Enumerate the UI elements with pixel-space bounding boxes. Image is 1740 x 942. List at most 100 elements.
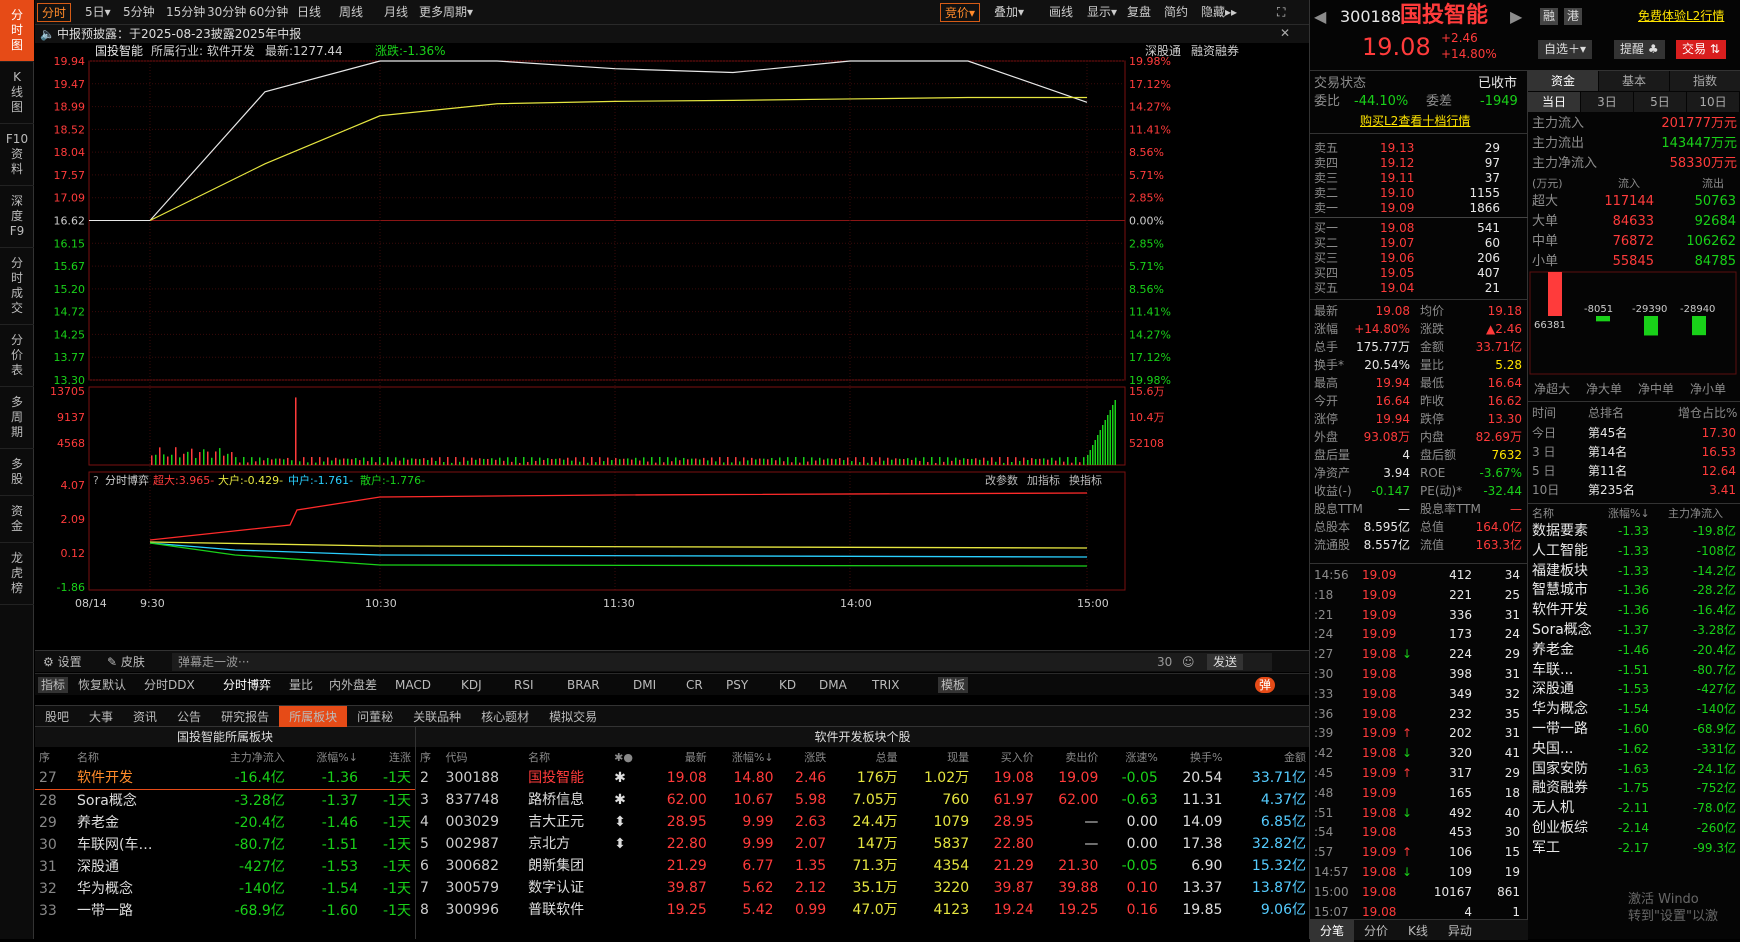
- indicator-14[interactable]: DMA: [819, 678, 847, 692]
- margin-button[interactable]: 融资融券: [1191, 44, 1240, 58]
- fund-tab-1[interactable]: 基本: [1599, 71, 1669, 91]
- sector-row[interactable]: 29 养老金 -20.4亿 -1.46 -1天: [35, 812, 415, 834]
- sector-header-4[interactable]: 连涨: [389, 751, 411, 764]
- send-button[interactable]: 发送: [1207, 654, 1244, 670]
- info-tab-4[interactable]: 研究报告: [221, 710, 270, 724]
- tick-tab-2[interactable]: K线: [1408, 924, 1428, 938]
- stock-header-10[interactable]: 卖出价: [1065, 751, 1099, 764]
- left-tab-3[interactable]: 深 度 F9: [0, 186, 34, 248]
- tick-tab-3[interactable]: 异动: [1447, 924, 1472, 938]
- left-tab-6[interactable]: 多 周 期: [0, 387, 34, 449]
- stock-row[interactable]: 8 300996 普联软件 19.25 5.42 0.99 47.0万 4123 19.24 19…: [416, 899, 1310, 921]
- stock-header-9[interactable]: 买入价: [1000, 751, 1034, 764]
- left-tab-4[interactable]: 分 时 成 交: [0, 248, 34, 325]
- sector-header-1[interactable]: 名称: [77, 751, 100, 764]
- left-tab-2[interactable]: F10 资 料: [0, 124, 34, 186]
- left-tab-7[interactable]: 多 股: [0, 449, 34, 496]
- info-tab-5[interactable]: 所属板块: [279, 706, 348, 728]
- sgt-button[interactable]: 深股通: [1145, 44, 1182, 58]
- indicator-10[interactable]: DMI: [633, 678, 657, 692]
- trade-button[interactable]: 交易 ⇅: [1676, 40, 1726, 59]
- sector-row[interactable]: 30 车联网(车… -80.7亿 -1.51 -1天: [35, 834, 415, 856]
- indicator-12[interactable]: PSY: [726, 678, 749, 692]
- next-stock-icon[interactable]: ▶: [1510, 7, 1523, 26]
- stock-header-1[interactable]: 代码: [445, 751, 468, 764]
- left-tab-5[interactable]: 分 价 表: [0, 325, 34, 387]
- indicator-3[interactable]: 分时博弈: [223, 678, 272, 692]
- toolbar-right-3[interactable]: 显示▾: [1087, 5, 1118, 19]
- period-tab-9[interactable]: 更多周期▾: [419, 5, 474, 19]
- sector-header-2[interactable]: 主力净流入: [229, 751, 285, 764]
- fund-period-1[interactable]: 3日: [1581, 92, 1633, 112]
- indicator-1[interactable]: 恢复默认: [78, 678, 127, 692]
- period-tab-0[interactable]: 分时: [37, 3, 72, 22]
- stock-header-11[interactable]: 涨速%: [1125, 751, 1158, 764]
- info-tab-7[interactable]: 关联品种: [413, 710, 462, 724]
- left-tab-0[interactable]: 分 时 图: [0, 0, 34, 62]
- stock-row[interactable]: 7 300579 数字认证 39.87 5.62 2.12 35.1万 3220 39.87 39…: [416, 877, 1310, 899]
- fund-tab-0[interactable]: 资金: [1528, 71, 1598, 91]
- toolbar-right-2[interactable]: 画线: [1049, 5, 1074, 19]
- sector-header-0[interactable]: 序: [39, 751, 50, 764]
- period-tab-3[interactable]: 15分钟: [166, 5, 206, 19]
- info-tab-2[interactable]: 资讯: [133, 710, 158, 724]
- info-tab-8[interactable]: 核心题材: [481, 710, 530, 724]
- sector-row[interactable]: 28 Sora概念 -3.28亿 -1.37 -1天: [35, 790, 415, 813]
- sector-header-3[interactable]: 涨幅%↓: [316, 751, 358, 764]
- tick-tab-0[interactable]: 分笔: [1310, 920, 1355, 942]
- fund-period-3[interactable]: 10日: [1687, 92, 1739, 112]
- settings-button[interactable]: ⚙ 设置: [43, 654, 82, 670]
- fund-period-0[interactable]: 当日: [1528, 92, 1580, 112]
- prev-stock-icon[interactable]: ◀: [1314, 7, 1327, 26]
- left-tab-8[interactable]: 资 金: [0, 496, 34, 543]
- buy-l2-link[interactable]: 购买L2查看十档行情: [1360, 114, 1471, 128]
- stock-header-2[interactable]: 名称: [528, 751, 551, 764]
- left-tab-9[interactable]: 龙 虎 榜: [0, 543, 34, 605]
- stock-header-3[interactable]: ✱●: [614, 750, 633, 764]
- info-tab-3[interactable]: 公告: [177, 710, 202, 724]
- watchlist-button[interactable]: 自选＋▾: [1538, 40, 1593, 59]
- smile-icon[interactable]: ☺: [1182, 655, 1195, 669]
- info-tab-9[interactable]: 模拟交易: [549, 710, 598, 724]
- boyi-btn-0[interactable]: 改参数: [985, 473, 1018, 487]
- period-tab-2[interactable]: 5分钟: [123, 5, 155, 19]
- period-tab-5[interactable]: 60分钟: [249, 5, 289, 19]
- indicator-0[interactable]: 指标: [38, 677, 69, 693]
- stock-header-0[interactable]: 序: [420, 751, 431, 764]
- skin-button[interactable]: ✎ 皮肤: [107, 654, 145, 670]
- period-tab-7[interactable]: 周线: [339, 5, 364, 19]
- toolbar-right-1[interactable]: 叠加▾: [994, 5, 1025, 19]
- indicator-7[interactable]: KDJ: [461, 678, 482, 692]
- indicator-2[interactable]: 分时DDX: [144, 678, 195, 692]
- indicator-9[interactable]: BRAR: [567, 678, 600, 692]
- stock-header-5[interactable]: 涨幅%↓: [731, 751, 774, 764]
- stock-row[interactable]: 3 837748 路桥信息 ✱ 62.00 10.67 5.98 7.05万 760 61.97 6…: [416, 789, 1310, 811]
- info-tab-0[interactable]: 股吧: [45, 710, 70, 724]
- indicator-16[interactable]: 模板: [938, 677, 969, 693]
- stock-row[interactable]: 2 300188 国投智能 ✱ 19.08 14.80 2.46 176万 1.02万 19.08…: [416, 767, 1310, 789]
- stock-header-8[interactable]: 现量: [947, 751, 970, 764]
- period-tab-4[interactable]: 30分钟: [207, 5, 247, 19]
- boyi-btn-1[interactable]: 加指标: [1027, 473, 1060, 487]
- fund-period-2[interactable]: 5日: [1634, 92, 1686, 112]
- danmu-toggle[interactable]: 弹: [1255, 677, 1276, 693]
- period-tab-6[interactable]: 日线: [297, 5, 322, 19]
- indicator-13[interactable]: KD: [779, 678, 797, 692]
- stock-row[interactable]: 5 002987 京北方 ⬍ 22.80 9.99 2.07 147万 5837 22.80 — 0.…: [416, 833, 1310, 855]
- period-tab-8[interactable]: 月线: [384, 5, 409, 19]
- sector-row[interactable]: 27 软件开发 -16.4亿 -1.36 -1天: [35, 767, 415, 790]
- stock-header-12[interactable]: 换手%: [1189, 751, 1223, 764]
- indicator-11[interactable]: CR: [686, 678, 703, 692]
- indicator-6[interactable]: MACD: [395, 678, 431, 692]
- toolbar-right-4[interactable]: 复盘: [1127, 5, 1152, 19]
- stock-header-4[interactable]: 最新: [684, 751, 707, 764]
- fund-tab-2[interactable]: 指数: [1670, 71, 1740, 91]
- period-tab-1[interactable]: 5日▾: [85, 5, 111, 19]
- toolbar-right-0[interactable]: 竞价▾: [940, 3, 981, 22]
- stock-header-6[interactable]: 涨跌: [804, 751, 827, 764]
- indicator-5[interactable]: 内外盘差: [329, 678, 378, 692]
- sector-row[interactable]: 32 华为概念 -140亿 -1.54 -1天: [35, 878, 415, 900]
- l2-trial-link[interactable]: 免费体验L2行情: [1638, 9, 1725, 23]
- info-tab-6[interactable]: 问董秘: [357, 710, 394, 724]
- stock-row[interactable]: 6 300682 朗新集团 21.29 6.77 1.35 71.3万 4354 21.29 21…: [416, 855, 1310, 877]
